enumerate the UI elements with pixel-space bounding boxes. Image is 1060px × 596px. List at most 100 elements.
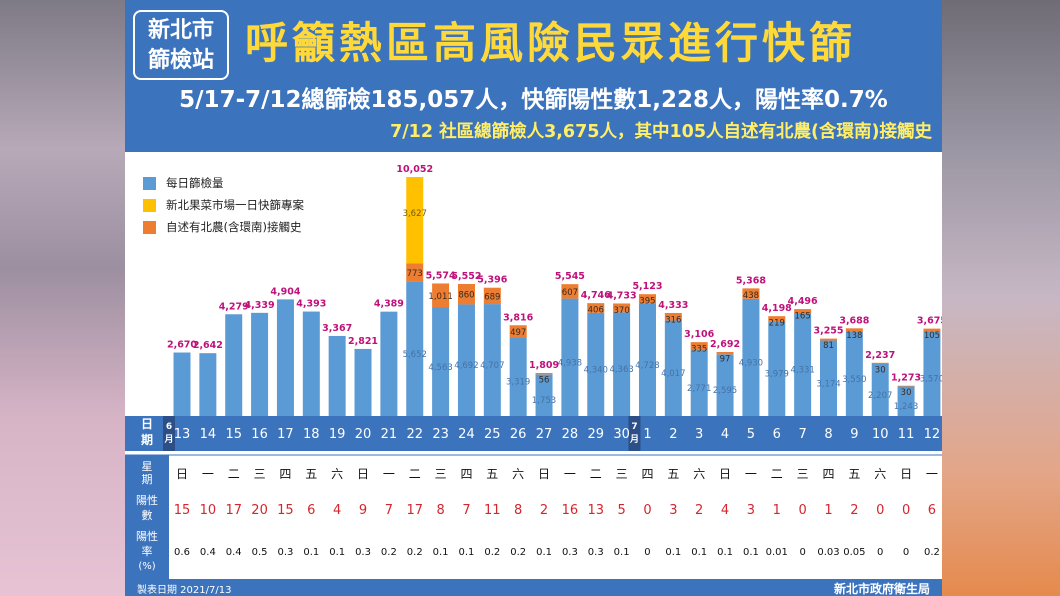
bar-contact [716, 351, 734, 355]
weekday-cell: 三 [797, 467, 809, 481]
bar-label-daily: 4,331 [790, 366, 814, 376]
rate-cell: 0 [644, 547, 650, 558]
date-cell: 22 [406, 427, 423, 442]
bar-contact [483, 287, 501, 305]
weekday-cell: 四 [641, 467, 653, 481]
date-cell: 24 [458, 427, 475, 442]
weekday-cell: 五 [848, 467, 860, 481]
date-cell: 13 [174, 427, 191, 442]
bar-daily [251, 312, 269, 416]
positive-cell: 15 [277, 503, 294, 518]
rate-cell: 0 [799, 547, 805, 558]
bar-label-daily: 5,652 [403, 350, 427, 360]
positive-cell: 2 [695, 503, 703, 518]
bar-label-contact: 860 [458, 291, 474, 301]
rate-cell: 0.03 [817, 547, 839, 558]
legend-swatch-orange [143, 220, 156, 234]
bar-contact [664, 312, 682, 321]
rate-cell: 0.1 [459, 547, 475, 558]
bar-label-market: 3,627 [403, 209, 427, 219]
weekday-cell: 三 [435, 467, 447, 481]
month-marker-num: 6 [166, 422, 172, 432]
month-marker-bg [628, 416, 641, 451]
bar-contact [535, 372, 553, 375]
bar-contact [561, 284, 579, 299]
date-cell: 3 [695, 427, 703, 442]
positive-cell: 17 [406, 503, 423, 518]
weekday-cell: 四 [279, 467, 291, 481]
bar-daily [638, 303, 656, 416]
bar-daily [535, 374, 553, 416]
date-cell: 6 [773, 427, 781, 442]
bar-total-label: 4,279 [219, 301, 249, 312]
bar-daily [380, 311, 398, 416]
bar-total-label: 2,237 [865, 350, 895, 361]
bar-label-daily: 3,319 [506, 378, 530, 388]
bar-label-contact: 1,011 [428, 292, 452, 302]
bar-label-daily: 4,017 [661, 369, 685, 379]
bar-label-daily: 4,938 [558, 358, 582, 368]
org-line-2: 篩檢站 [147, 48, 214, 73]
bar-label-contact: 219 [769, 319, 785, 329]
positive-cell: 16 [562, 503, 579, 518]
bar-label-contact: 56 [539, 375, 550, 385]
rate-cell: 0 [877, 547, 883, 558]
bar-contact [794, 309, 812, 314]
bar-daily [871, 363, 889, 416]
bar-contact [509, 325, 527, 338]
bar-daily [664, 320, 682, 416]
rate-header-3: (%) [138, 561, 155, 572]
bar-total-label: 4,333 [658, 300, 688, 311]
positive-cell: 0 [902, 503, 910, 518]
bar-total-label: 4,496 [788, 296, 818, 307]
weekday-cell: 六 [874, 467, 886, 481]
bar-daily [768, 321, 786, 416]
positive-cell: 6 [307, 503, 315, 518]
date-cell: 27 [536, 427, 553, 442]
date-cell: 10 [872, 427, 889, 442]
header-banner: 新北市 篩檢站 呼籲熱區高風險民眾進行快篩 5/17-7/12總篩檢185,05… [125, 0, 942, 152]
positive-cell: 7 [462, 503, 470, 518]
bar-label-daily: 1,753 [532, 396, 556, 406]
rate-cell: 0.1 [743, 547, 759, 558]
date-cell: 5 [747, 427, 755, 442]
infographic-card: 新北市 篩檢站 呼籲熱區高風險民眾進行快篩 5/17-7/12總篩檢185,05… [125, 0, 942, 596]
positive-cell: 6 [928, 503, 936, 518]
bar-total-label: 1,809 [529, 360, 559, 371]
rate-cell: 0.2 [484, 547, 500, 558]
bar-daily [794, 313, 812, 416]
bar-label-daily: 4,340 [584, 365, 608, 375]
legend-item-market: 新北果菜市場一日快篩專案 [143, 194, 304, 216]
bar-daily [509, 337, 527, 416]
weekday-header-1: 星 [142, 460, 153, 473]
rate-cell: 0.1 [717, 547, 733, 558]
table-bg [125, 451, 942, 579]
bar-label-contact: 105 [924, 331, 940, 341]
bar-daily [820, 340, 837, 416]
date-cell: 12 [924, 427, 941, 442]
bar-daily [690, 350, 708, 416]
date-cell: 11 [898, 427, 915, 442]
positive-cell: 4 [721, 503, 729, 518]
rate-cell: 0.05 [843, 547, 865, 558]
bar-label-contact: 335 [691, 345, 707, 355]
positive-cell: 4 [333, 503, 341, 518]
bar-label-daily: 2,207 [868, 391, 892, 401]
background-right [942, 0, 1060, 596]
bar-daily [354, 348, 372, 416]
date-cell: 8 [824, 427, 832, 442]
weekday-cell: 四 [460, 467, 472, 481]
rate-cell: 0.3 [355, 547, 371, 558]
bar-label-daily: 4,707 [480, 361, 504, 371]
community-line: 7/12 社區總篩檢人3,675人，其中105人自述有北農(含環南)接觸史 [390, 122, 932, 142]
legend-swatch-blue [143, 176, 156, 190]
weekday-cell: 三 [254, 467, 266, 481]
background-left [0, 0, 125, 596]
bar-contact [742, 288, 760, 299]
bar-label-daily: 3,979 [765, 370, 789, 380]
bar-daily [923, 331, 941, 416]
weekday-cell: 一 [383, 467, 395, 481]
bar-daily [432, 307, 450, 416]
bar-label-contact: 81 [823, 341, 834, 351]
bar-label-daily: 4,692 [454, 361, 478, 371]
